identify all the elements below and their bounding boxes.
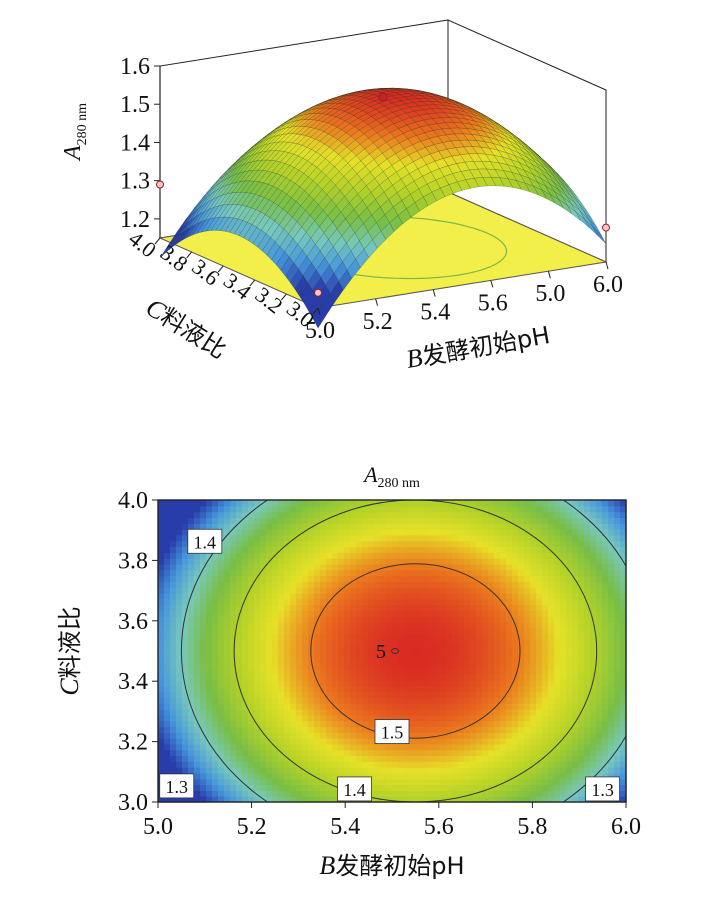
contour-line	[233, 500, 598, 802]
x-tick-label: 5.0	[143, 814, 173, 840]
y-tick-label: 4.0	[118, 488, 148, 514]
x-tick-label: 6.0	[611, 814, 641, 840]
center-point	[391, 648, 399, 654]
contour-y-label: C料液比	[55, 606, 84, 695]
y-tick-label: 3.2	[118, 730, 148, 756]
z-axis: 1.2 1.3 1.4 1.5 1.6	[120, 54, 161, 238]
contour-heatmap	[158, 500, 627, 803]
design-point	[602, 223, 610, 232]
design-point	[314, 288, 322, 297]
contour-frame	[157, 499, 627, 803]
design-point	[378, 92, 388, 102]
c-axis-label: C料液比	[141, 292, 232, 364]
contour-label: 1.4	[343, 780, 366, 800]
center-point-label: 5	[376, 641, 386, 663]
contour-line	[180, 500, 626, 802]
contour-label-box	[585, 776, 620, 802]
contour-line	[310, 563, 521, 739]
b-tick-label: 6.0	[593, 272, 623, 298]
b-tick-label: 5.0	[305, 318, 335, 344]
b-axis-label: B发酵初始pH	[404, 320, 552, 374]
b-axis: 5.0 5.2 5.4 5.6 5.0 6.0	[305, 261, 623, 344]
contour-label: 1.3	[591, 780, 614, 800]
z-axis-label: A280 nm	[60, 103, 90, 162]
contour-lines	[180, 500, 626, 802]
contour-label: 1.4	[194, 532, 217, 552]
y-tick-label: 3.0	[118, 790, 148, 816]
contour-x-label: B发酵初始pH	[319, 851, 464, 880]
contour-y-axis: 3.0 3.2 3.4 3.6 3.8 4.0	[118, 488, 158, 816]
z-tick-label: 1.5	[120, 92, 150, 118]
contour-title: A280 nm	[362, 462, 420, 491]
contour-labels: 1.4 1.5 1.4 1.3 1.3	[159, 528, 620, 802]
response-surface	[159, 87, 607, 329]
x-tick-label: 5.2	[237, 814, 267, 840]
x-tick-label: 5.8	[517, 814, 547, 840]
design-point	[156, 180, 164, 189]
contour-label-box	[337, 776, 372, 802]
y-tick-label: 3.6	[118, 609, 148, 635]
x-tick-label: 5.4	[330, 814, 360, 840]
z-tick-label: 1.4	[120, 130, 150, 156]
contour-x-axis: 5.0 5.2 5.4 5.6 5.8 6.0	[143, 802, 641, 840]
y-tick-label: 3.4	[118, 669, 148, 695]
b-tick-label: 5.6	[478, 290, 508, 316]
b-tick-label: 5.2	[363, 309, 393, 335]
x-tick-label: 5.6	[424, 814, 454, 840]
b-tick-label: 5.4	[420, 300, 450, 326]
y-tick-label: 3.8	[118, 548, 148, 574]
contour-label-box	[187, 528, 223, 554]
contour-label-box	[374, 719, 410, 744]
b-tick-label: 5.0	[535, 281, 565, 307]
z-tick-label: 1.3	[120, 169, 150, 195]
z-tick-label: 1.6	[120, 54, 150, 80]
contour-label-box	[159, 773, 195, 799]
contour-chart: A280 nm 1.4 1.5 1.4 1.3 1.3 5 5.0 5.2 5.4 5.6 5.8 6.…	[55, 462, 641, 880]
z-tick-label: 1.2	[120, 207, 150, 233]
design-points	[156, 92, 610, 297]
contour-label: 1.3	[165, 777, 188, 797]
contour-label: 1.5	[381, 723, 404, 743]
